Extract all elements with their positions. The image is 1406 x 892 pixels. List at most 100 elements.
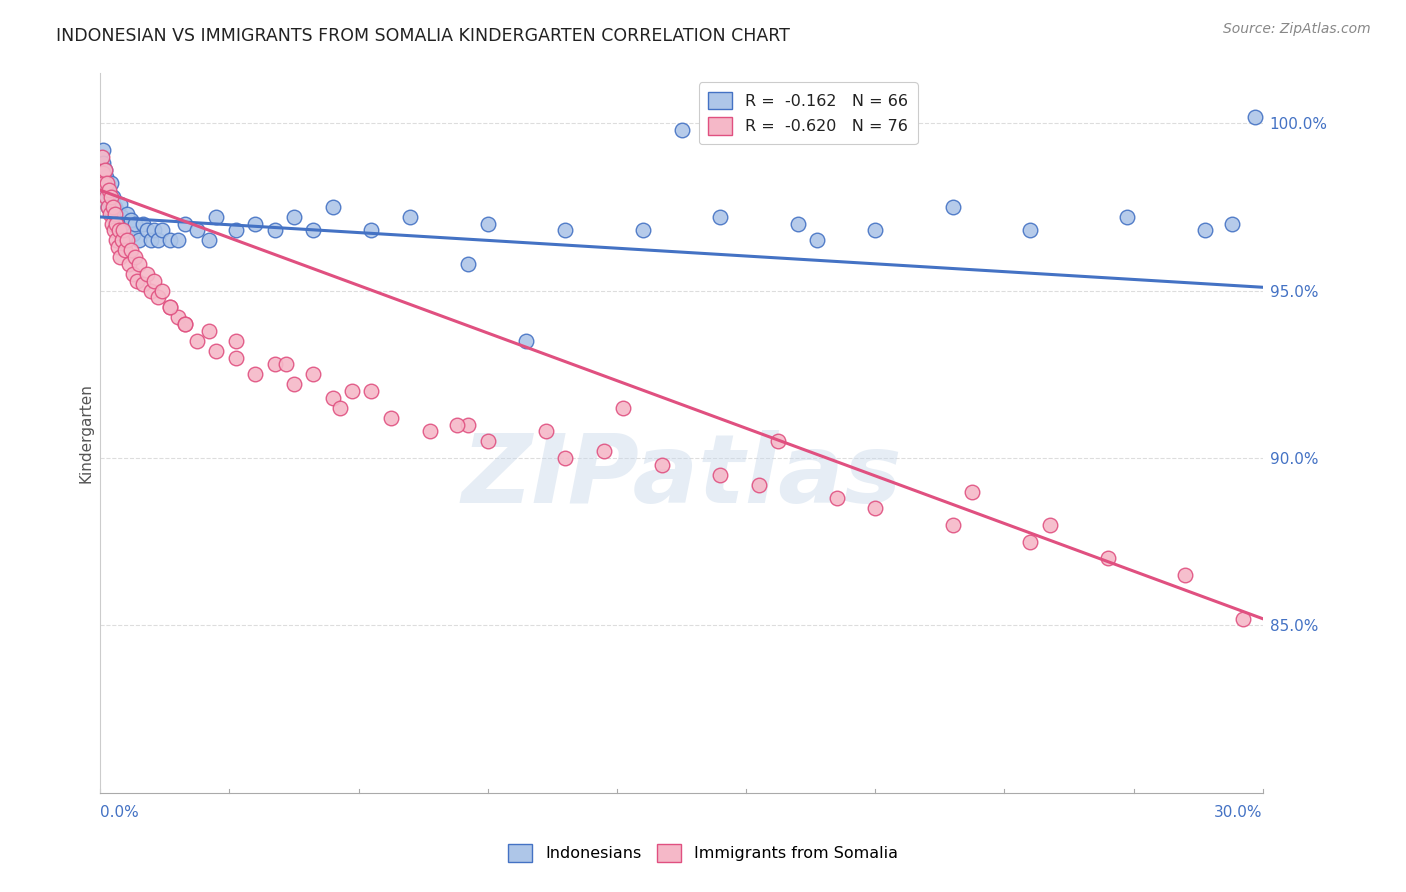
Point xyxy=(108,196,131,211)
Point xyxy=(186,334,208,348)
Point xyxy=(748,478,770,492)
Point xyxy=(942,200,965,214)
Point xyxy=(114,223,136,237)
Point xyxy=(101,190,124,204)
Point xyxy=(446,417,468,432)
Point xyxy=(108,223,131,237)
Point xyxy=(98,196,121,211)
Point xyxy=(225,351,247,365)
Point xyxy=(114,244,136,258)
Point xyxy=(150,284,173,298)
Point xyxy=(91,150,114,164)
Point xyxy=(593,444,616,458)
Point xyxy=(104,206,127,220)
Point xyxy=(91,166,114,180)
Point xyxy=(302,223,325,237)
Point xyxy=(97,186,120,201)
Point xyxy=(91,156,114,170)
Text: 30.0%: 30.0% xyxy=(1215,805,1263,820)
Point xyxy=(1039,518,1062,533)
Point xyxy=(1194,223,1216,237)
Point xyxy=(283,210,305,224)
Point xyxy=(135,267,157,281)
Point xyxy=(94,183,117,197)
Point xyxy=(150,223,173,237)
Point xyxy=(104,200,127,214)
Point xyxy=(806,233,828,247)
Point xyxy=(1174,568,1197,582)
Point xyxy=(1019,223,1042,237)
Point xyxy=(159,301,181,315)
Point xyxy=(457,257,479,271)
Point xyxy=(457,417,479,432)
Point xyxy=(245,217,267,231)
Point xyxy=(91,143,114,157)
Point xyxy=(139,284,162,298)
Point xyxy=(96,190,118,204)
Point xyxy=(148,290,170,304)
Point xyxy=(865,501,887,516)
Point xyxy=(245,368,267,382)
Point xyxy=(128,257,150,271)
Point xyxy=(1019,534,1042,549)
Point xyxy=(174,317,197,331)
Point xyxy=(276,357,298,371)
Point xyxy=(105,217,128,231)
Text: ZIPatlas: ZIPatlas xyxy=(461,430,901,523)
Point xyxy=(128,233,150,247)
Point xyxy=(104,217,127,231)
Point xyxy=(205,210,228,224)
Legend: R =  -0.162   N = 66, R =  -0.620   N = 76: R = -0.162 N = 66, R = -0.620 N = 76 xyxy=(699,82,918,145)
Point xyxy=(360,223,382,237)
Point xyxy=(94,169,117,184)
Point xyxy=(118,219,141,234)
Point xyxy=(477,434,499,449)
Point xyxy=(302,368,325,382)
Point xyxy=(124,250,146,264)
Point xyxy=(93,177,115,191)
Point xyxy=(825,491,848,506)
Point xyxy=(1232,612,1254,626)
Point xyxy=(94,163,117,178)
Point xyxy=(97,200,120,214)
Legend: Indonesians, Immigrants from Somalia: Indonesians, Immigrants from Somalia xyxy=(502,838,904,868)
Point xyxy=(942,518,965,533)
Point xyxy=(612,401,634,415)
Point xyxy=(960,484,983,499)
Point xyxy=(143,274,166,288)
Point xyxy=(96,177,118,191)
Point xyxy=(197,324,219,338)
Point xyxy=(263,357,285,371)
Point xyxy=(100,190,122,204)
Point xyxy=(1097,551,1119,566)
Point xyxy=(477,217,499,231)
Point xyxy=(94,163,117,178)
Point xyxy=(159,301,181,315)
Point xyxy=(97,200,120,214)
Point xyxy=(1220,217,1243,231)
Point xyxy=(120,244,142,258)
Point xyxy=(419,424,441,438)
Point xyxy=(110,233,132,247)
Point xyxy=(103,210,125,224)
Point xyxy=(100,177,122,191)
Point xyxy=(1244,110,1267,124)
Point xyxy=(101,217,124,231)
Point xyxy=(174,317,197,331)
Point xyxy=(104,233,127,247)
Point xyxy=(135,223,157,237)
Point xyxy=(225,223,247,237)
Point xyxy=(340,384,363,398)
Point xyxy=(671,123,693,137)
Point xyxy=(174,217,197,231)
Point xyxy=(768,434,790,449)
Point xyxy=(117,206,139,220)
Point xyxy=(107,240,129,254)
Point xyxy=(197,233,219,247)
Point xyxy=(108,250,131,264)
Point xyxy=(103,223,125,237)
Point xyxy=(322,391,344,405)
Point xyxy=(205,343,228,358)
Point xyxy=(329,401,352,415)
Point xyxy=(166,233,188,247)
